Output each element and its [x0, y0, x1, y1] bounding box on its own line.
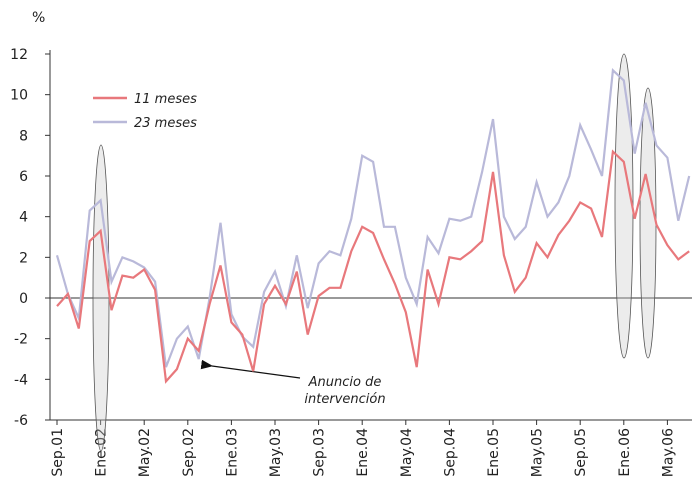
y-axis-label: % [32, 10, 45, 26]
annotation: intervención [304, 392, 385, 407]
x-tick-label: May.04 [399, 428, 415, 477]
y-tick-label: 6 [19, 169, 28, 185]
y-tick-label: 0 [19, 291, 28, 307]
y-tick-label: -6 [14, 413, 28, 429]
y-tick-label: 4 [19, 210, 28, 226]
x-tick-label: Ene.04 [355, 428, 371, 477]
x-tick-label: Sep.04 [442, 428, 458, 477]
annotation-arrow [200, 359, 301, 379]
x-tick-label: Ene.03 [224, 428, 240, 477]
x-tick-label: Sep.02 [181, 428, 197, 477]
y-tick-label: 10 [10, 88, 28, 104]
series-line [55, 67, 691, 368]
y-tick-label: 12 [10, 47, 28, 63]
x-tick-label: Ene.06 [617, 428, 633, 477]
y-tick-label: 8 [19, 128, 28, 144]
x-tick-label: May.03 [268, 428, 284, 477]
x-tick-label: May.05 [530, 428, 546, 477]
y-tick-label: -2 [14, 332, 28, 348]
y-tick-label: 2 [19, 250, 28, 266]
x-tick-label: May.06 [660, 428, 676, 477]
y-tick-label: -4 [14, 372, 28, 388]
x-tick-label: Ene.05 [486, 428, 502, 477]
highlight-ellipse [639, 87, 657, 359]
series-line [56, 149, 690, 384]
legend-label: 11 meses [134, 92, 197, 107]
x-tick-label: May.02 [137, 428, 153, 477]
x-tick-label: Sep.05 [573, 428, 589, 477]
highlight-ellipse [614, 53, 634, 359]
x-tick-label: Sep.03 [312, 428, 328, 477]
x-tick-label: Ene.02 [94, 428, 110, 477]
annotation: Anuncio de [308, 375, 382, 390]
x-tick-label: Sep.01 [50, 428, 66, 477]
legend-label: 23 meses [134, 116, 197, 131]
highlight-ellipse [92, 144, 110, 452]
